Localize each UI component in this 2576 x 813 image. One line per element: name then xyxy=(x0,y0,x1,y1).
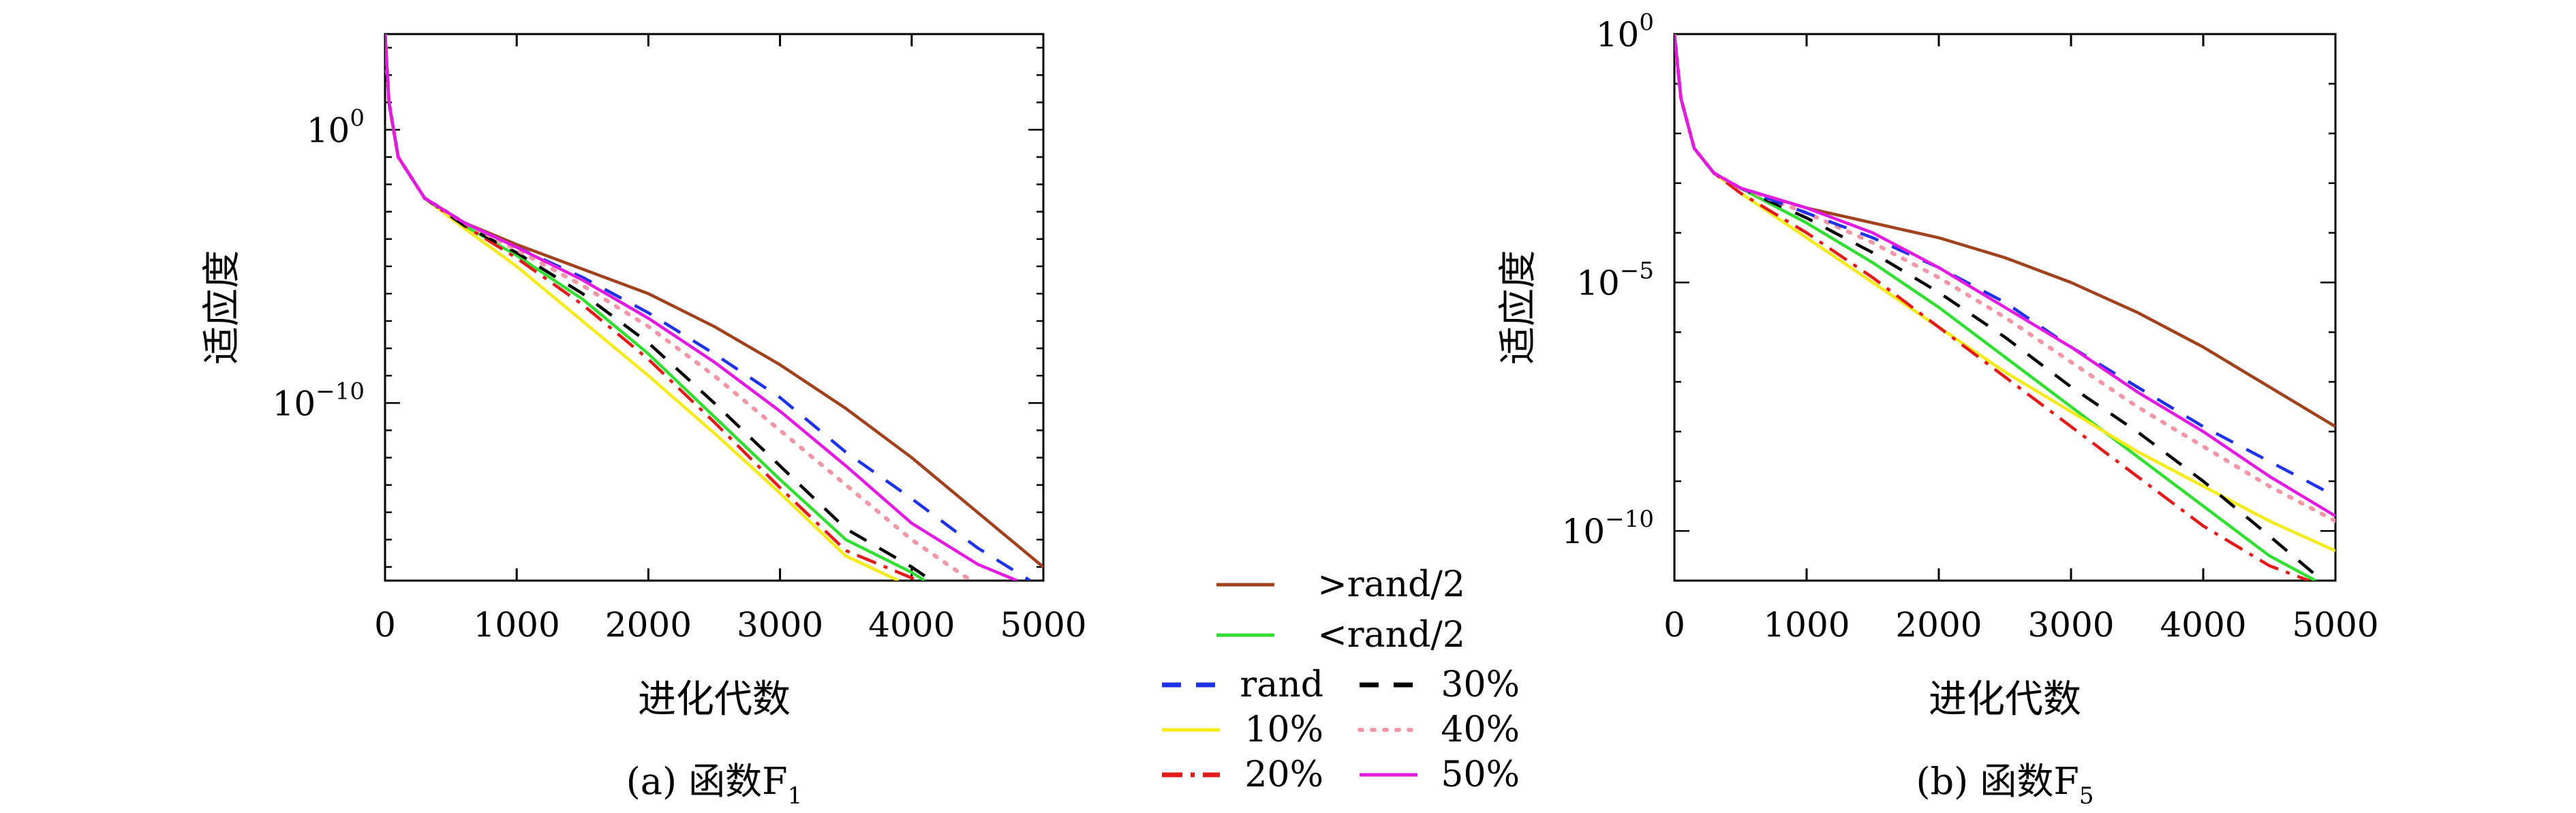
y-tick-label: 10−10 xyxy=(273,378,365,423)
series-line xyxy=(1674,34,2335,518)
x-tick-label: 4000 xyxy=(2160,605,2246,645)
y-axis-label: 适应度 xyxy=(1497,250,1541,365)
series-line xyxy=(385,34,919,581)
legend-label-blk: 30% xyxy=(1441,664,1520,705)
x-tick-label: 2000 xyxy=(1895,605,1982,645)
series-group xyxy=(1674,34,2335,581)
y-tick-label: 100 xyxy=(1596,9,1654,55)
x-tick-label: 5000 xyxy=(2292,605,2378,645)
caption-text: (b) 函数F xyxy=(1916,760,2079,803)
series-line xyxy=(385,34,900,581)
caption: (b) 函数F5 xyxy=(1916,760,2094,810)
series-line xyxy=(385,34,1043,568)
legend-label-mag: 50% xyxy=(1441,754,1520,795)
legend-label-grn: <rand/2 xyxy=(1317,615,1465,656)
y-tick-exponent: −10 xyxy=(316,378,365,405)
series-group xyxy=(385,34,1043,581)
x-tick-label: 3000 xyxy=(737,605,823,645)
y-axis-label: 适应度 xyxy=(200,250,245,365)
legend-label-red: 20% xyxy=(1244,754,1323,795)
y-tick-base: 10 xyxy=(307,110,350,150)
caption: (a) 函数F1 xyxy=(626,760,803,810)
x-tick-labels: 0 1000 2000 3000 4000 5000 xyxy=(1663,605,2379,645)
x-axis-label: 进化代数 xyxy=(1929,677,2081,722)
series-line xyxy=(1674,34,2335,523)
series-line xyxy=(385,34,1031,581)
y-tick-base: 10 xyxy=(273,384,316,423)
y-tick-exponent: −5 xyxy=(1620,258,1654,285)
series-line xyxy=(1674,34,2310,581)
x-tick-labels: 0 1000 2000 3000 4000 5000 xyxy=(374,605,1087,645)
tick-marks xyxy=(1673,33,2337,582)
caption-subscript: 5 xyxy=(2079,782,2094,810)
legend-label-pnk: 40% xyxy=(1441,709,1520,750)
y-tick-base: 10 xyxy=(1562,512,1606,551)
y-tick-exponent: 0 xyxy=(350,104,365,132)
caption-text: (a) 函数F xyxy=(626,760,788,803)
tick-marks xyxy=(384,34,1045,581)
series-line xyxy=(1674,34,2335,498)
x-tick-label: 3000 xyxy=(2027,605,2114,645)
series-line xyxy=(1674,34,2324,581)
y-tick-base: 10 xyxy=(1576,264,1620,303)
x-tick-label: 0 xyxy=(374,605,396,645)
y-tick-base: 10 xyxy=(1596,15,1640,55)
y-tick-exponent: −10 xyxy=(1605,506,1654,533)
x-tick-label: 1000 xyxy=(474,605,560,645)
plot-frame xyxy=(1673,33,2337,582)
series-line xyxy=(1674,34,2335,553)
series-line xyxy=(385,34,926,581)
x-tick-label: 2000 xyxy=(605,605,692,645)
legend-label-blu: rand xyxy=(1240,664,1323,705)
x-tick-label: 5000 xyxy=(1000,605,1086,645)
caption-subscript: 1 xyxy=(788,782,803,810)
x-axis-label: 进化代数 xyxy=(638,677,791,722)
y-tick-exponent: 0 xyxy=(1639,9,1654,36)
y-tick-label: 100 xyxy=(307,104,365,150)
x-tick-label: 4000 xyxy=(868,605,955,645)
legend-label-yel: 10% xyxy=(1244,709,1323,750)
series-line xyxy=(385,34,1018,581)
series-line xyxy=(1674,34,2335,428)
plot-frame xyxy=(384,33,1045,582)
x-tick-label: 0 xyxy=(1663,605,1685,645)
y-tick-label: 10−5 xyxy=(1576,258,1654,303)
y-tick-label: 10−10 xyxy=(1562,506,1654,551)
legend-label-bro: >rand/2 xyxy=(1317,564,1465,605)
legend: >rand/2 <rand/2 rand 30% 10% 40% 20% 50% xyxy=(1162,564,1520,795)
series-line xyxy=(1674,34,2316,581)
x-tick-label: 1000 xyxy=(1763,605,1850,645)
series-line xyxy=(385,34,933,581)
